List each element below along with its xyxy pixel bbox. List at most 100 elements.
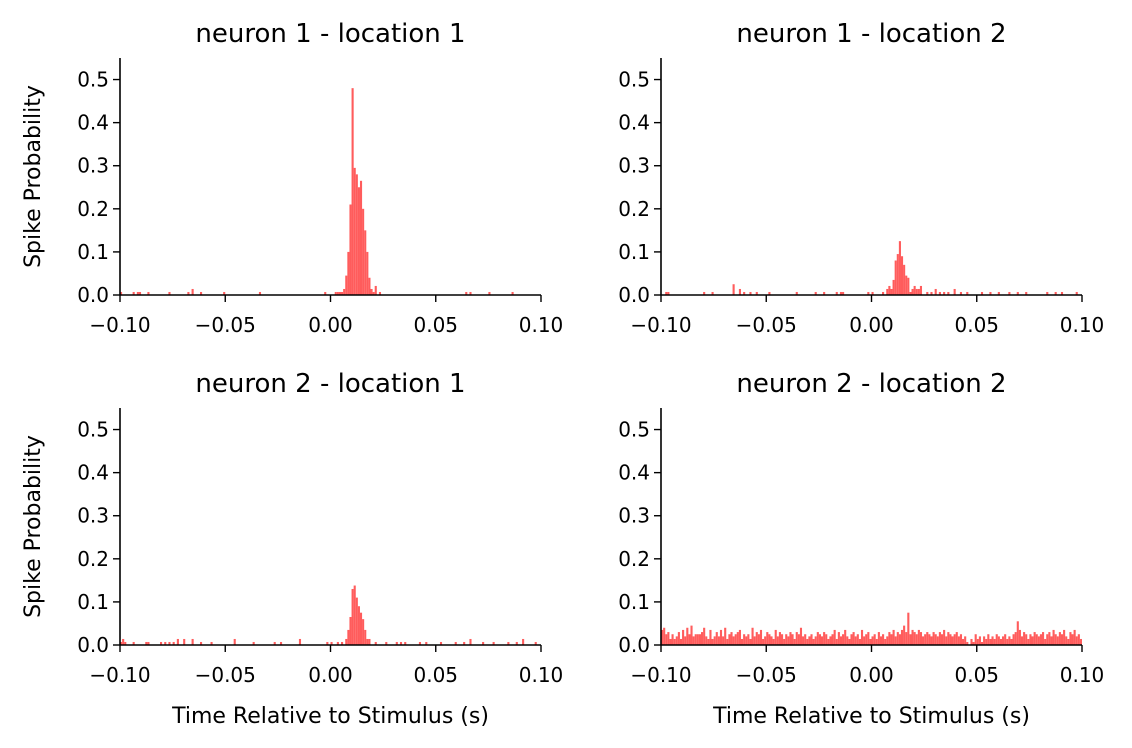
bar-bin-54 [774, 629, 777, 645]
y-tick-label: 0.0 [618, 633, 650, 657]
bar-bin-19 [298, 638, 302, 645]
bar-bin-13 [835, 291, 838, 295]
bar-bin-17 [345, 275, 348, 295]
bar-bin-165 [1010, 638, 1013, 645]
bar-bin-8 [755, 291, 758, 295]
bar-bin-180 [1042, 632, 1045, 645]
bar-bin-64 [795, 632, 798, 645]
bar-bin-19 [886, 288, 889, 295]
bar-bin-81 [831, 634, 834, 645]
bar-bin-11 [684, 636, 687, 645]
bar-bin-31 [374, 285, 377, 295]
bar-bin-1 [132, 291, 135, 295]
bar-bin-11 [814, 291, 817, 295]
bar-bin-197 [1077, 634, 1080, 645]
bar-bin-130 [934, 634, 937, 645]
bar-bin-73 [814, 636, 817, 645]
x-tick-label: −0.05 [736, 313, 797, 337]
bar-bin-22 [707, 638, 710, 645]
bar-bin-37 [738, 629, 741, 645]
bar-bin-63 [793, 638, 796, 645]
y-tick-label: 0.2 [77, 197, 109, 221]
bar-bin-43 [751, 627, 754, 645]
bar-bin-128 [930, 636, 933, 645]
bar-bin-161 [1002, 636, 1005, 645]
bar-bin-31 [359, 612, 363, 645]
bar-bin-109 [890, 634, 893, 645]
x-tick-label: 0.10 [1060, 663, 1105, 687]
bar-bin-52 [1054, 291, 1057, 295]
bar-bin-143 [962, 638, 965, 645]
bar-bin-27 [366, 251, 369, 295]
y-tick-label: 0.0 [77, 633, 109, 657]
bar-bin-29 [722, 636, 725, 645]
bar-bin-16 [343, 288, 346, 295]
bar-bin-10 [795, 291, 798, 295]
bar-bin-20 [888, 285, 891, 295]
bar-bin-103 [877, 632, 880, 645]
bar-bin-5 [738, 288, 741, 295]
y-tick-label: 0.5 [618, 418, 650, 442]
histogram-bars [665, 241, 1078, 295]
bar-bin-105 [882, 634, 885, 645]
bar-bin-45 [755, 632, 758, 645]
bar-bin-147 [972, 641, 975, 645]
y-axis-label: Spike Probability [21, 435, 46, 618]
y-tick-label: 0.4 [77, 461, 109, 485]
bar-bin-15 [842, 291, 845, 295]
bar-bin-38 [740, 638, 744, 645]
y-tick-label: 0.5 [77, 418, 109, 442]
bar-bin-7 [675, 636, 678, 645]
subplot-3: 0.0 0.1 0.2 0.3 0.4 0.5 −0.10 −0.05 0.00 0.05 0.10… [21, 369, 563, 729]
bar-bin-164 [1008, 636, 1011, 645]
bar-bin-52 [770, 636, 773, 645]
bar-bin-38 [934, 288, 937, 295]
bar-bin-30 [724, 627, 727, 645]
bar-bin-40 [745, 636, 748, 645]
bar-bin-39 [743, 634, 746, 645]
bar-bin-158 [995, 634, 998, 645]
bar-bin-28 [905, 275, 908, 295]
bar-bin-27 [351, 588, 354, 645]
bar-bin-9 [679, 638, 683, 645]
bar-bin-4 [147, 291, 150, 295]
bar-bin-35 [368, 638, 371, 645]
bar-bin-41 [947, 291, 950, 295]
bar-bin-31 [726, 638, 729, 645]
bar-bin-39 [399, 641, 403, 645]
bar-bin-0 [120, 641, 123, 645]
bar-bin-13 [199, 641, 203, 645]
bar-bin-2 [665, 634, 668, 645]
bar-bin-45 [463, 641, 466, 645]
bar-bin-59 [785, 634, 788, 645]
bar-bin-21 [890, 288, 893, 295]
x-tick-label: 0.10 [519, 663, 564, 687]
bar-bin-51 [522, 638, 525, 645]
bar-bin-14 [690, 625, 693, 645]
bar-bin-110 [892, 629, 895, 645]
bar-bin-138 [951, 636, 954, 645]
y-tick-label: 0.5 [618, 68, 650, 92]
bar-bin-24 [711, 638, 714, 645]
bar-bin-4 [732, 284, 735, 295]
bar-bin-72 [812, 638, 815, 645]
bar-bin-41 [418, 641, 422, 645]
bar-bin-141 [957, 636, 960, 645]
bar-bin-112 [896, 632, 899, 645]
bar-bin-92 [854, 636, 857, 645]
bar-bin-152 [983, 636, 986, 645]
bar-bin-175 [1031, 636, 1034, 645]
bar-bin-163 [1006, 638, 1009, 645]
bar-bin-107 [886, 636, 889, 645]
bar-bin-49 [764, 636, 767, 645]
bar-bin-67 [802, 636, 805, 645]
bar-bin-174 [1029, 634, 1032, 645]
bar-bin-139 [953, 634, 956, 645]
bar-bin-155 [989, 638, 992, 645]
bar-bin-150 [978, 636, 981, 645]
x-tick-label: 0.00 [308, 663, 353, 687]
bar-bin-2 [136, 291, 139, 295]
bar-bin-176 [1033, 632, 1036, 645]
bar-bin-184 [1050, 636, 1053, 645]
bar-bin-188 [1058, 632, 1061, 645]
